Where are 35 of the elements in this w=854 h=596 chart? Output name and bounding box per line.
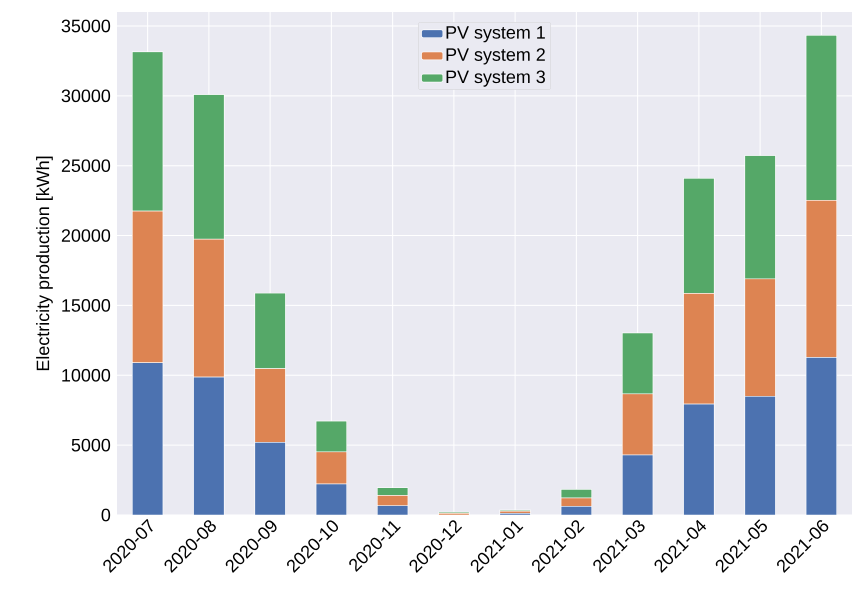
bar — [683, 293, 714, 404]
y-tick-label: 5000 — [72, 438, 110, 452]
bar — [254, 368, 286, 443]
bar — [622, 394, 654, 456]
legend-label: PV system 2 — [446, 48, 545, 64]
bar — [254, 292, 286, 369]
bar — [193, 376, 224, 515]
legend-label: PV system 3 — [446, 70, 545, 87]
y-axis-title: Electricity production [kWh] — [36, 156, 53, 370]
bar — [193, 238, 224, 378]
bar — [377, 495, 408, 506]
bar — [560, 489, 592, 498]
bar — [622, 454, 654, 515]
y-tick-label: 35000 — [62, 20, 110, 32]
y-tick-label: 0 — [102, 508, 110, 522]
y-tick-label: 10000 — [62, 368, 110, 382]
bar — [744, 278, 776, 397]
bar — [316, 484, 347, 515]
y-tick-label: 20000 — [62, 229, 110, 242]
bar — [561, 506, 592, 515]
bar — [744, 396, 776, 515]
bar — [132, 362, 164, 515]
bar — [316, 420, 347, 452]
y-tick-label: 30000 — [62, 89, 110, 102]
bar — [622, 332, 654, 394]
y-tick-label: 15000 — [62, 299, 110, 312]
bar — [683, 404, 714, 515]
bar — [806, 357, 837, 515]
y-tick-label: 25000 — [62, 159, 110, 172]
bar — [377, 487, 408, 496]
bar — [254, 442, 286, 515]
legend-label: PV system 1 — [446, 26, 545, 42]
bar — [316, 452, 347, 484]
bar — [132, 210, 164, 364]
bar — [806, 200, 837, 358]
